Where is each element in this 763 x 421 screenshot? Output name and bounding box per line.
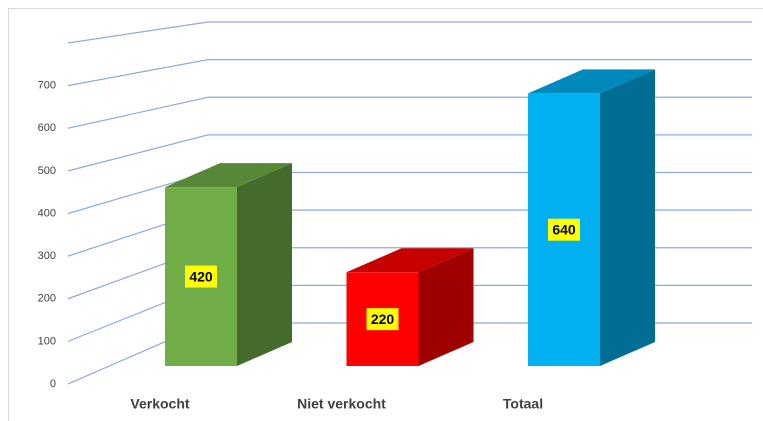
y-tick-label: 0: [50, 378, 56, 390]
bar-top: [346, 248, 474, 273]
bar-top: [165, 163, 292, 188]
y-tick-label: 600: [38, 122, 56, 134]
grid-line: [67, 59, 752, 87]
y-tick-label: 500: [38, 165, 56, 177]
y-tick-label: 400: [38, 207, 56, 219]
y-tick-label: 200: [38, 293, 56, 305]
grid-top-line: [67, 21, 752, 44]
bar-side: [418, 248, 474, 366]
value-label-box: [548, 218, 580, 241]
y-tick-label: 700: [38, 80, 56, 92]
value-label: 420: [189, 268, 213, 284]
value-label: 220: [371, 311, 395, 327]
bar-side: [237, 163, 292, 366]
y-tick-label: 100: [38, 335, 56, 347]
x-tick-label: Totaal: [503, 396, 543, 412]
bar-side: [600, 69, 655, 367]
x-tick-label: Niet verkocht: [297, 396, 386, 412]
value-label-box: [185, 265, 217, 288]
value-label: 640: [552, 221, 576, 237]
value-label-box: [366, 308, 399, 331]
y-tick-label: 300: [38, 250, 56, 262]
x-tick-label: Verkocht: [130, 396, 189, 412]
bar-top: [528, 69, 655, 94]
